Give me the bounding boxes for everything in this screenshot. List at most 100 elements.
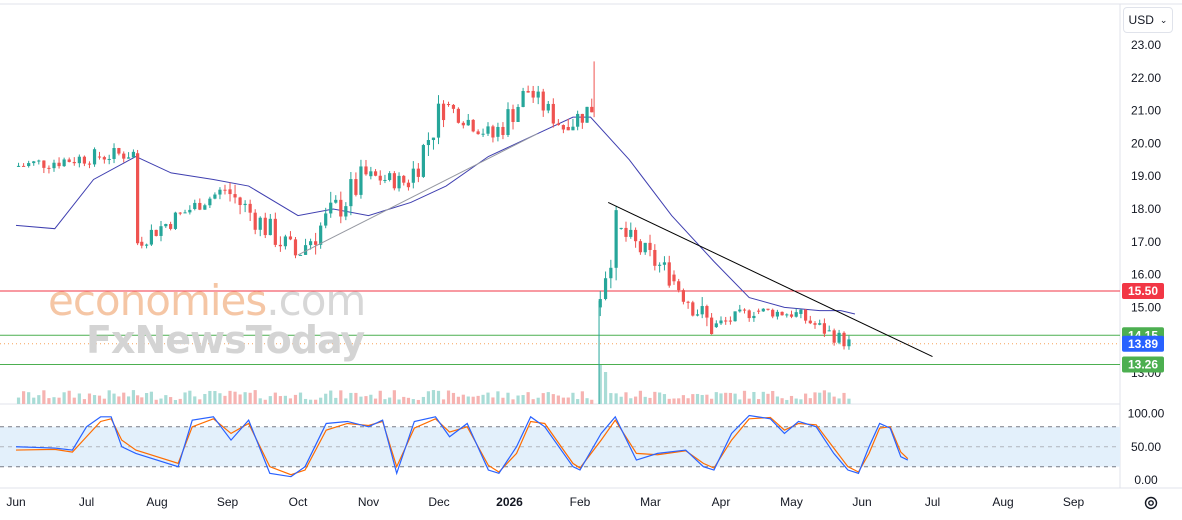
- candle-body: [614, 210, 618, 268]
- candle-body: [710, 317, 714, 335]
- volume-bar: [62, 392, 66, 404]
- candle-body: [378, 175, 382, 181]
- candle-body: [131, 151, 136, 158]
- candle-body: [476, 131, 480, 135]
- candle-body: [506, 109, 510, 135]
- candle-body: [263, 217, 267, 236]
- candle-body: [208, 198, 212, 206]
- volume-bar: [213, 391, 217, 404]
- candle-body: [590, 106, 594, 113]
- candle-body: [556, 123, 560, 126]
- candle-body: [842, 332, 846, 347]
- candle-body: [122, 153, 126, 159]
- volume-bar: [140, 397, 144, 404]
- price-badge-label: 13.89: [1128, 337, 1158, 351]
- candle-body: [451, 104, 456, 109]
- volume-bar: [102, 398, 106, 404]
- volume-bar: [92, 395, 97, 404]
- stochastic-k-line: [15, 414, 909, 478]
- volume-bar: [653, 391, 657, 404]
- volume-bar: [837, 398, 841, 404]
- candle-body: [496, 126, 500, 137]
- volume-bar: [580, 391, 584, 404]
- volume-bar: [700, 394, 704, 404]
- trendlines: [297, 133, 933, 358]
- volume-bar: [16, 397, 21, 404]
- volume-bar: [691, 394, 695, 404]
- candle-body: [47, 167, 51, 169]
- volume-bar: [511, 399, 515, 404]
- volume-bar: [329, 390, 333, 404]
- volume-bar: [476, 395, 480, 404]
- time-axis: Jun Jul Aug Sep Oct Nov Dec 2026 Feb Mar Apr May Jun…: [6, 495, 1084, 509]
- candle-body: [258, 217, 262, 230]
- volume-bar: [72, 397, 76, 404]
- candle-body: [672, 274, 676, 282]
- candle-body: [308, 241, 313, 246]
- volume-bar: [57, 397, 61, 404]
- candle-body: [149, 229, 153, 245]
- volume-bar: [263, 399, 267, 404]
- settings-button[interactable]: [1140, 492, 1162, 514]
- volume-bar: [695, 393, 700, 404]
- volume-bar: [203, 393, 207, 404]
- watermark-brand-part1: economies: [48, 276, 267, 325]
- candle-body: [303, 245, 308, 255]
- moving-average: [15, 116, 856, 315]
- candle-body: [16, 165, 21, 167]
- candle-body: [22, 165, 26, 167]
- price-tick-label: 21.00: [1131, 104, 1161, 118]
- candle-body: [324, 213, 328, 226]
- volume-bar: [149, 391, 153, 404]
- volume-bar: [436, 390, 441, 404]
- volume-bar: [780, 398, 784, 404]
- volume-bar: [344, 398, 348, 404]
- candle-body: [354, 179, 358, 195]
- time-tick-label: Jun: [852, 495, 871, 509]
- volume-bar: [416, 399, 420, 404]
- volume-bar: [107, 390, 111, 404]
- volume-bar: [556, 395, 560, 404]
- candle-body: [344, 206, 348, 217]
- price-badge-label: 15.50: [1128, 284, 1158, 298]
- volume-bar: [789, 395, 794, 404]
- stochastic-tick-label: 50.00: [1131, 440, 1161, 454]
- time-tick-label: Aug: [146, 495, 167, 509]
- candle-body: [77, 156, 81, 164]
- candle-body: [742, 309, 747, 311]
- candle-body: [383, 179, 387, 181]
- volume-bar: [677, 398, 681, 404]
- candle-body: [546, 103, 550, 111]
- candle-body: [298, 254, 303, 256]
- price-tick-label: 18.00: [1131, 202, 1161, 216]
- currency-selector[interactable]: USD ⌄: [1123, 7, 1173, 33]
- candle-body: [117, 148, 121, 154]
- volume-bar: [705, 394, 709, 404]
- volume-bar: [629, 398, 633, 404]
- candle-body: [771, 309, 775, 317]
- volume-bar: [481, 394, 485, 404]
- volume-bar: [243, 392, 247, 404]
- volume-bar: [648, 397, 652, 404]
- volume-bar: [714, 392, 718, 404]
- candle-body: [233, 194, 237, 198]
- volume-bar: [496, 391, 500, 404]
- candle-body: [766, 308, 770, 310]
- time-tick-label: Aug: [992, 495, 1013, 509]
- volume-bar: [603, 372, 608, 404]
- volume-bar: [136, 395, 140, 404]
- candle-body: [551, 103, 555, 124]
- volume-bar: [590, 399, 594, 404]
- time-tick-label: Sep: [1063, 495, 1085, 509]
- candle-body: [218, 189, 222, 195]
- candle-body: [571, 126, 575, 131]
- volume-bar: [742, 390, 747, 404]
- candle-body: [629, 229, 633, 237]
- volume-bar: [131, 390, 136, 404]
- volume-bar: [672, 398, 676, 404]
- candle-body: [238, 197, 242, 206]
- candle-body: [728, 320, 732, 322]
- candle-body: [144, 244, 149, 246]
- candle-body: [521, 91, 525, 107]
